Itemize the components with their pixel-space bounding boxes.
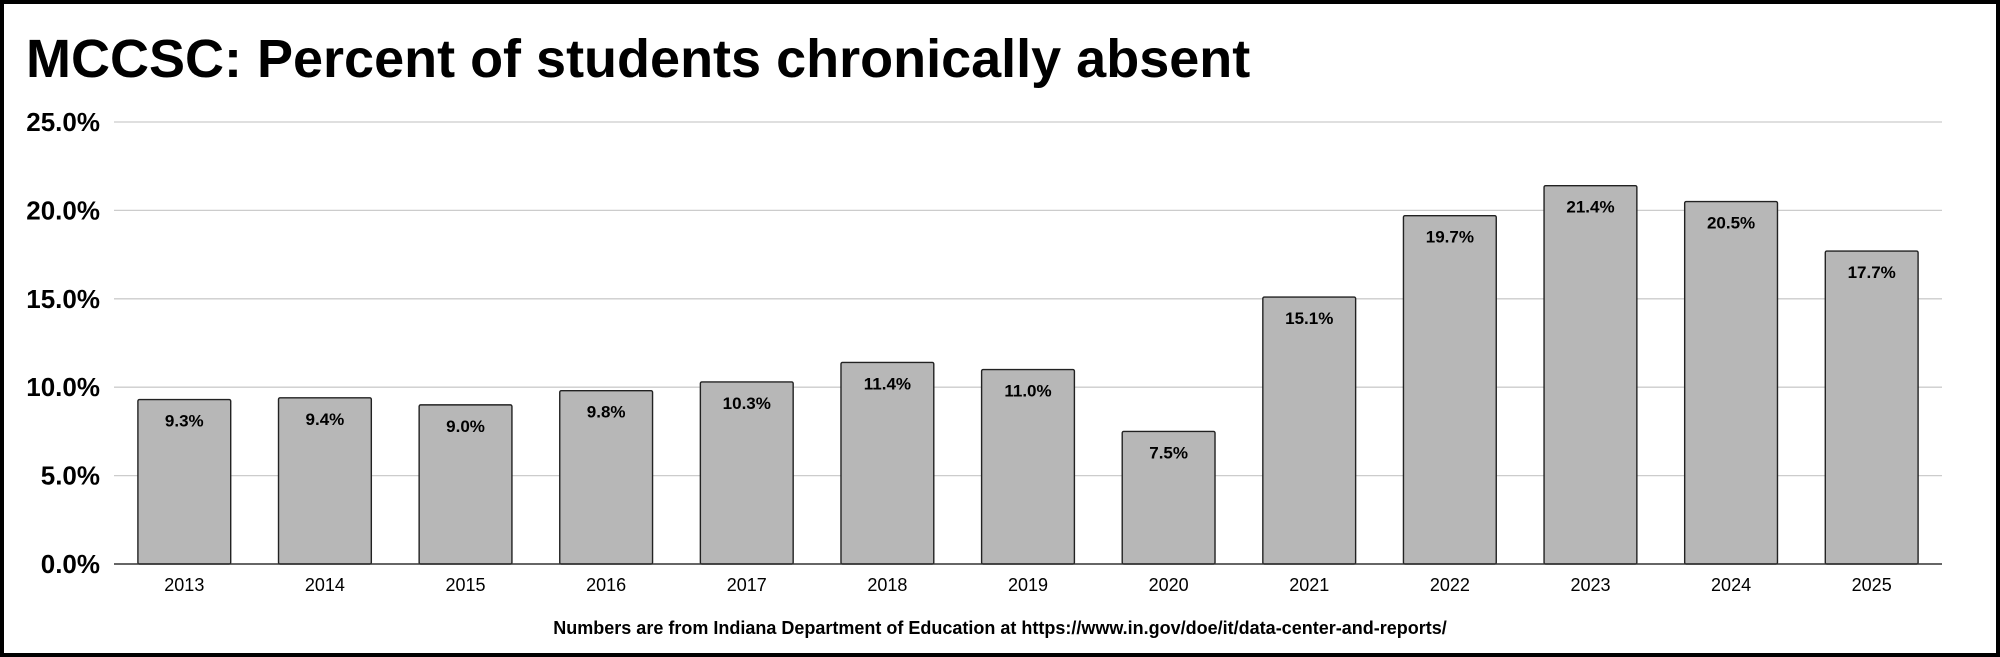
y-axis-ticks: 0.0% 5.0% 10.0% 15.0% 20.0% 25.0% (26, 107, 100, 579)
y-tick-label: 25.0% (26, 107, 100, 137)
bars (137, 184, 1919, 565)
y-tick-label: 0.0% (41, 549, 100, 579)
bar-2021 (1262, 296, 1357, 565)
x-tick-label: 2017 (727, 575, 767, 595)
y-tick-label: 10.0% (26, 372, 100, 402)
source-footnote: Numbers are from Indiana Department of E… (553, 618, 1447, 638)
x-tick-label: 2013 (164, 575, 204, 595)
data-label: 7.5% (1149, 443, 1188, 462)
data-label: 9.3% (165, 412, 204, 431)
data-label: 10.3% (723, 394, 771, 413)
bar-chart: 0.0% 5.0% 10.0% 15.0% 20.0% 25.0% 9.3% 9.4% 9.0… (26, 107, 1942, 595)
data-label: 11.0% (1004, 382, 1051, 401)
x-axis-ticks: 2013 2014 2015 2016 2017 2018 2019 2020 2021 2022… (164, 575, 1891, 595)
data-labels: 9.3% 9.4% 9.0% 9.8% 10.3% 11.4% 11.0% 7.5% 15.1%… (165, 198, 1896, 463)
data-label: 21.4% (1566, 198, 1614, 217)
y-tick-label: 20.0% (26, 195, 100, 225)
x-tick-label: 2014 (305, 575, 345, 595)
x-tick-label: 2022 (1430, 575, 1470, 595)
x-tick-label: 2016 (586, 575, 626, 595)
data-label: 9.0% (446, 417, 485, 436)
x-tick-label: 2024 (1711, 575, 1751, 595)
y-tick-label: 5.0% (41, 461, 100, 491)
data-label: 17.7% (1848, 263, 1896, 282)
x-tick-label: 2018 (867, 575, 907, 595)
bar-2025 (1824, 250, 1919, 565)
data-label: 19.7% (1426, 228, 1474, 247)
x-tick-label: 2020 (1149, 575, 1189, 595)
x-tick-label: 2015 (446, 575, 486, 595)
bar-2022 (1402, 215, 1497, 565)
bar-2024 (1683, 200, 1779, 565)
x-tick-label: 2025 (1852, 575, 1892, 595)
chart-title: MCCSC: Percent of students chronically a… (26, 29, 1251, 89)
x-tick-label: 2019 (1008, 575, 1048, 595)
x-tick-label: 2023 (1570, 575, 1610, 595)
bar-2023 (1543, 184, 1638, 565)
data-label: 9.4% (306, 410, 345, 429)
x-tick-label: 2021 (1289, 575, 1329, 595)
data-label: 20.5% (1707, 214, 1755, 233)
data-label: 9.8% (587, 403, 626, 422)
data-label: 11.4% (864, 374, 911, 393)
data-label: 15.1% (1285, 309, 1333, 328)
y-tick-label: 15.0% (26, 284, 100, 314)
